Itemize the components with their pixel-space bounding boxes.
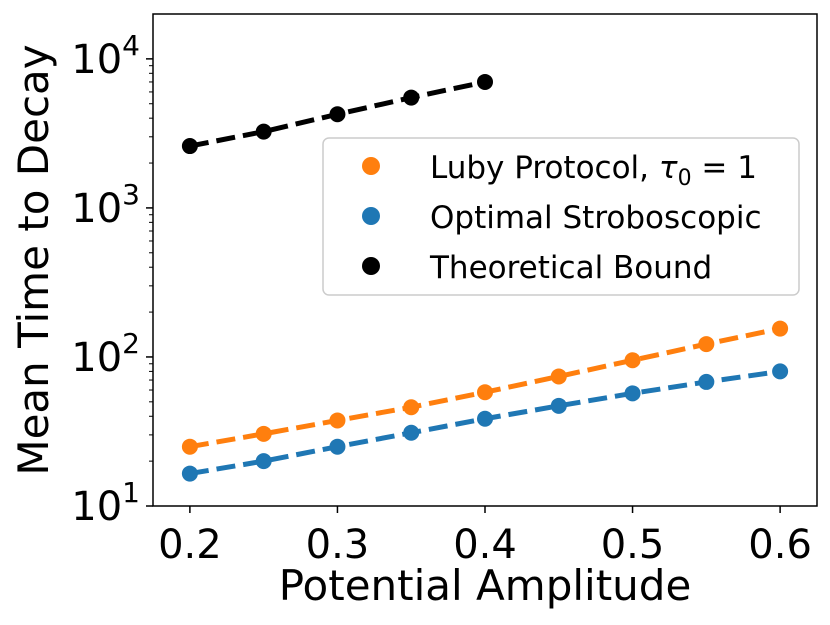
y-axis-label: Mean Time to Decay bbox=[9, 44, 58, 475]
data-point bbox=[477, 384, 493, 401]
legend-marker bbox=[362, 257, 380, 275]
data-point bbox=[772, 320, 789, 337]
data-point bbox=[403, 424, 420, 441]
data-point bbox=[403, 399, 420, 416]
x-axis-label: Potential Amplitude bbox=[279, 561, 692, 610]
data-point bbox=[550, 368, 567, 385]
data-point bbox=[181, 138, 198, 155]
legend-box bbox=[322, 137, 800, 296]
data-point bbox=[329, 106, 346, 123]
data-point bbox=[772, 363, 789, 380]
data-point bbox=[624, 352, 641, 369]
data-point bbox=[181, 438, 198, 455]
data-point bbox=[624, 385, 641, 402]
x-tick-label: 0.6 bbox=[748, 522, 812, 568]
data-point bbox=[698, 336, 715, 353]
data-point bbox=[403, 89, 420, 106]
legend: Luby Protocol, τ0 = 1 Optimal Stroboscopi… bbox=[322, 137, 800, 296]
data-point bbox=[329, 412, 346, 429]
data-point bbox=[477, 410, 493, 427]
series-optimal-stroboscopic bbox=[181, 363, 789, 482]
chart-marks bbox=[181, 73, 789, 482]
data-point bbox=[477, 73, 493, 90]
series-theoretical-bound bbox=[181, 73, 493, 155]
legend-label: Luby Protocol, τ0 = 1 bbox=[430, 150, 757, 191]
data-point bbox=[255, 425, 272, 442]
data-point bbox=[329, 438, 346, 455]
x-tick-label: 0.5 bbox=[601, 522, 665, 568]
legend-label: Optimal Stroboscopic bbox=[430, 200, 762, 236]
legend-label: Theoretical Bound bbox=[429, 250, 712, 286]
legend-marker bbox=[362, 207, 380, 225]
data-point bbox=[550, 397, 567, 414]
x-tick-label: 0.2 bbox=[158, 522, 222, 568]
data-point bbox=[181, 465, 198, 482]
data-point bbox=[255, 123, 272, 140]
data-point bbox=[255, 453, 272, 470]
x-tick-label: 0.3 bbox=[306, 522, 370, 568]
legend-marker bbox=[362, 157, 380, 175]
x-tick-label: 0.4 bbox=[453, 522, 517, 568]
series-luby-protocol-0-1 bbox=[181, 320, 789, 455]
data-point bbox=[698, 373, 715, 390]
